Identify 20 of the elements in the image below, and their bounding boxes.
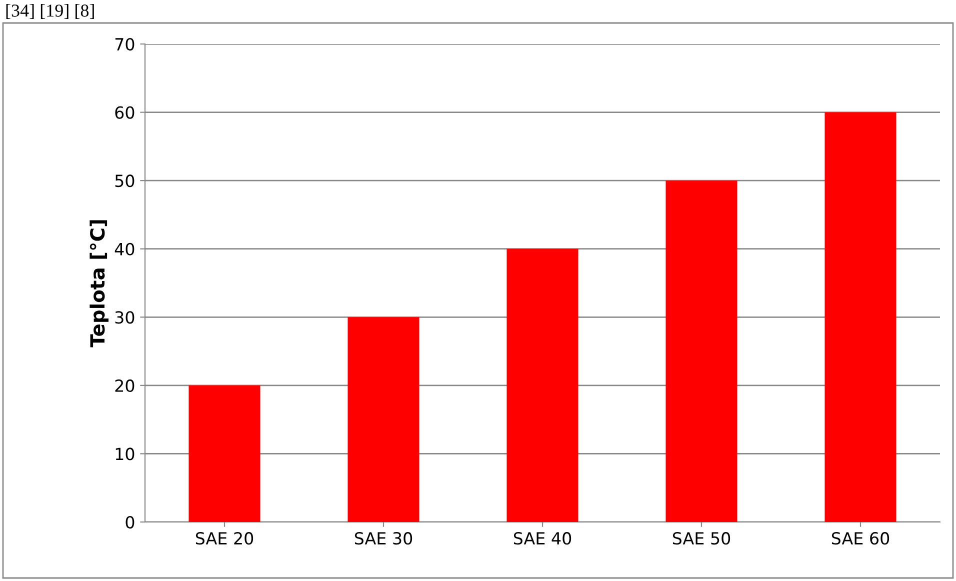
y-tick-label: 50 (115, 174, 134, 188)
bar (348, 317, 420, 522)
y-tick-label: 20 (115, 379, 134, 392)
x-tick-label: SAE 40 (514, 532, 572, 545)
bar (824, 112, 896, 522)
bar (506, 248, 578, 522)
x-tick-label: SAE 60 (832, 532, 890, 545)
x-tick-label: SAE 20 (196, 532, 254, 545)
text: [34] [19] [8] (6, 4, 94, 19)
y-axis-title: Teplota [°C] (90, 220, 109, 348)
bar (188, 385, 260, 522)
y-tick-label: 10 (116, 448, 134, 460)
y-tick-label: 70 (115, 38, 134, 51)
y-tick-label: 30 (115, 311, 134, 324)
y-tick-label: 60 (115, 106, 134, 119)
x-tick-label: SAE 30 (354, 532, 412, 545)
y-tick-label: 0 (126, 516, 134, 529)
y-tick-label: 40 (114, 242, 134, 256)
x-tick-label: SAE 50 (672, 532, 730, 545)
bar (666, 180, 738, 522)
